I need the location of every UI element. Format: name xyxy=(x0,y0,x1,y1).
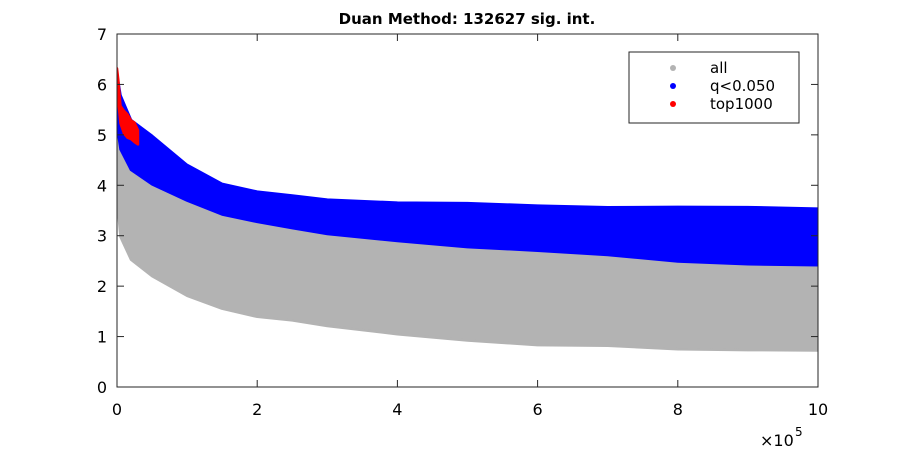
x-tick-label: 2 xyxy=(252,400,262,419)
y-tick-label: 0 xyxy=(97,378,107,397)
x-tick-label: 6 xyxy=(533,400,543,419)
series-1-points xyxy=(117,72,818,267)
legend-marker xyxy=(670,83,676,89)
y-tick-label: 3 xyxy=(97,227,107,246)
series-2-points xyxy=(117,67,140,146)
y-tick-label: 5 xyxy=(97,126,107,145)
y-tick-label: 4 xyxy=(97,176,107,195)
x-tick-label: 4 xyxy=(392,400,402,419)
legend-label: q<0.050 xyxy=(710,77,775,95)
legend-box xyxy=(628,51,800,124)
legend-label: all xyxy=(710,59,728,77)
y-tick-label: 7 xyxy=(97,25,107,44)
legend-marker xyxy=(670,101,676,107)
x-exponent-label: ×10 5 xyxy=(760,425,803,450)
x-exponent-base: ×10 xyxy=(760,431,794,450)
x-tick-label: 8 xyxy=(673,400,683,419)
ticks-layer: 0 2 4 6 8 10 0 1 2 3 4 5 6 7 xyxy=(97,25,828,419)
x-tick-label: 0 xyxy=(112,400,122,419)
legend-marker xyxy=(670,65,676,71)
series-layer xyxy=(117,67,818,352)
axes-box xyxy=(116,33,819,388)
y-tick-label: 2 xyxy=(97,277,107,296)
chart-title: Duan Method: 132627 sig. int. xyxy=(339,10,596,28)
legend-label: top1000 xyxy=(710,95,773,113)
y-tick-label: 6 xyxy=(97,75,107,94)
x-tick-label: 10 xyxy=(808,400,828,419)
y-tick-label: 1 xyxy=(97,328,107,347)
x-exponent-power: 5 xyxy=(795,425,803,439)
